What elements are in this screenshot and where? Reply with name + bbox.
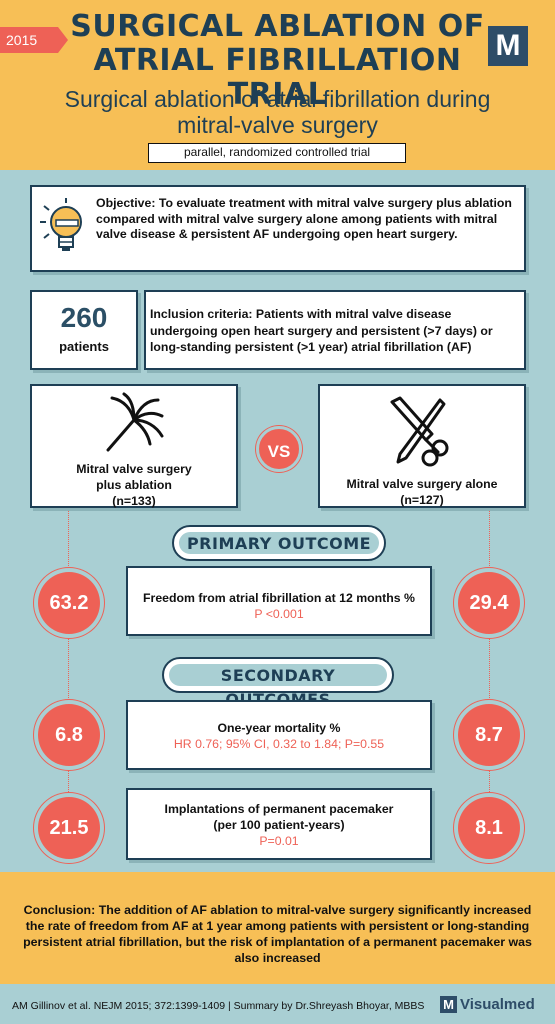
secondary-outcome-card xyxy=(126,788,432,860)
secondary-outcome-content: Implantations of permanent pacemaker (pe… xyxy=(126,801,432,849)
title-line-1: SURGICAL ABLATION OF xyxy=(70,9,485,44)
secondary-outcome-title: Implantations of permanent pacemaker xyxy=(164,802,394,816)
citation: AM Gillinov et al. NEJM 2015; 372:1399-1… xyxy=(12,1000,425,1012)
arm-b-connector xyxy=(489,508,490,838)
inclusion-criteria-text: Inclusion criteria: Patients with mitral… xyxy=(150,307,493,354)
scalpel-scissors-icon xyxy=(384,394,460,470)
year-tag: 2015 xyxy=(0,27,68,53)
pacemaker-value-b: 8.1 xyxy=(458,797,520,859)
arm-a-n: (n=133) xyxy=(112,494,156,508)
subtitle: Surgical ablation of atrial fibrillation… xyxy=(20,86,535,138)
arm-b-line-1: Mitral valve surgery alone xyxy=(346,477,498,491)
arm-a-label: Mitral valve surgery plus ablation (n=13… xyxy=(30,461,238,509)
secondary-outcome-content: One-year mortality % HR 0.76; 95% CI, 0.… xyxy=(126,720,432,752)
title-line-2: ATRIAL FIBRILLATION TRIAL xyxy=(93,43,462,112)
arm-a-card xyxy=(30,384,238,508)
ablation-catheter-icon xyxy=(100,392,170,454)
primary-outcome-card xyxy=(126,566,432,636)
primary-outcome-content: Freedom from atrial fibrillation at 12 m… xyxy=(126,590,432,622)
study-design-label: parallel, randomized controlled trial xyxy=(148,143,406,163)
header-band xyxy=(0,0,555,170)
primary-value-b: 29.4 xyxy=(458,572,520,634)
arm-b-n: (n=127) xyxy=(400,493,444,507)
mortality-value-a: 6.8 xyxy=(38,704,100,766)
page-title: SURGICAL ABLATION OF ATRIAL FIBRILLATION… xyxy=(70,10,485,112)
objective-text: Objective: To evaluate treatment with mi… xyxy=(96,196,512,241)
pacemaker-value-a: 21.5 xyxy=(38,797,100,859)
primary-outcome-stat: P <0.001 xyxy=(254,607,304,621)
footer-brand: Visualmed xyxy=(460,996,535,1013)
mortality-value-b: 8.7 xyxy=(458,704,520,766)
secondary-outcome-subtitle: (per 100 patient-years) xyxy=(213,818,345,832)
conclusion-band xyxy=(0,872,555,984)
arm-a-line-2: plus ablation xyxy=(96,478,172,492)
primary-outcome-title: Freedom from atrial fibrillation at 12 m… xyxy=(143,591,415,605)
patient-count-card xyxy=(30,290,138,370)
objective-card xyxy=(30,185,526,272)
patient-count-label: patients xyxy=(59,339,109,354)
lightbulb-icon xyxy=(38,196,90,258)
vs-badge: VS xyxy=(256,426,302,472)
arm-b-label: Mitral valve surgery alone (n=127) xyxy=(318,476,526,508)
arm-a-connector xyxy=(68,508,69,838)
inclusion-card xyxy=(144,290,526,370)
conclusion-text: Conclusion: The addition of AF ablation … xyxy=(23,903,532,965)
secondary-outcome-title: One-year mortality % xyxy=(217,721,341,735)
secondary-outcomes-heading: SECONDARY OUTCOMES xyxy=(162,657,394,709)
footer xyxy=(0,984,555,1024)
subtitle-line-1: Surgical ablation of atrial fibrillation… xyxy=(64,86,491,112)
primary-outcome-heading: PRIMARY OUTCOME xyxy=(172,525,386,561)
arm-a-line-1: Mitral valve surgery xyxy=(76,462,192,476)
primary-value-a: 63.2 xyxy=(38,572,100,634)
footer-logo: M xyxy=(440,996,457,1013)
secondary-outcomes-heading-text: SECONDARY OUTCOMES xyxy=(169,664,387,709)
arm-b-card xyxy=(318,384,526,508)
secondary-outcome-stat: HR 0.76; 95% CI, 0.32 to 1.84; P=0.55 xyxy=(173,737,385,751)
subtitle-line-2: mitral-valve surgery xyxy=(177,112,378,138)
brand-logo: M xyxy=(488,26,528,66)
secondary-outcome-card xyxy=(126,700,432,770)
patient-count: 260 xyxy=(60,302,108,333)
secondary-outcome-stat: P=0.01 xyxy=(259,834,299,848)
primary-outcome-heading-text: PRIMARY OUTCOME xyxy=(179,532,379,554)
